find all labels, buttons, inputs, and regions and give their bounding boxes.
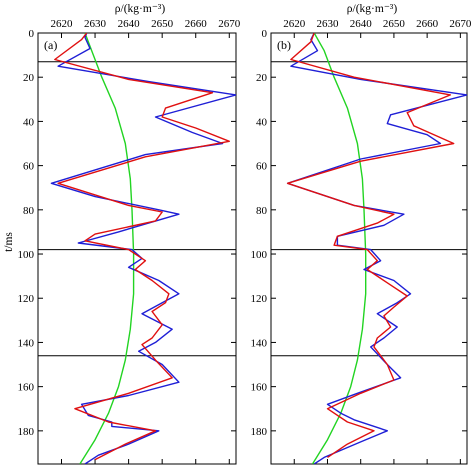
y-tick-label: 40 [256, 116, 268, 128]
panel-b: 2620 2630 2640 2650 2660 2670 0 20 40 60 80 100 120 1… [251, 18, 472, 465]
x-tick-label: 2650 [383, 18, 406, 30]
y-tick-label: 120 [18, 293, 35, 305]
x-tick-label: 2630 [316, 18, 339, 30]
x-tick-label: 2660 [185, 18, 208, 30]
plot-frame [270, 32, 468, 465]
blue-series-line [50, 33, 236, 464]
x-tick-label: 2670 [449, 18, 472, 30]
green-series-line [79, 33, 135, 464]
y-tick-label: 100 [251, 249, 268, 261]
y-tick-label: 120 [251, 293, 268, 305]
y-tick-label: 100 [18, 249, 35, 261]
red-series-line [54, 33, 230, 461]
x-tick-label: 2630 [84, 18, 107, 30]
y-tick-label: 140 [18, 337, 35, 349]
x-tick-label: 2620 [283, 18, 306, 30]
y-tick-label: 180 [18, 426, 35, 438]
y-tick-label: 80 [256, 205, 268, 217]
panel-label: (a) [44, 38, 57, 52]
x-axis-title-a: ρ/(kg·m⁻³) [115, 3, 166, 15]
y-tick-label: 0 [262, 28, 268, 40]
x-tick-label: 2660 [416, 18, 439, 30]
y-tick-label: 40 [23, 116, 35, 128]
blue-series-line [286, 33, 467, 464]
y-tick-label: 140 [251, 337, 268, 349]
panel-a: 2620 2630 2640 2650 2660 2670 0 20 40 60 80 100 120 1… [18, 18, 241, 465]
x-tick-label: 2670 [218, 18, 241, 30]
x-axis-title-b: ρ/(kg·m⁻³) [347, 3, 398, 15]
y-tick-label: 80 [23, 205, 35, 217]
y-axis-title: t/ms [3, 232, 15, 252]
y-tick-label: 180 [251, 426, 268, 438]
red-series-line [286, 33, 455, 458]
y-tick-label: 20 [256, 72, 268, 84]
y-tick-label: 60 [23, 161, 35, 173]
plot-frame [37, 32, 237, 465]
panel-label: (b) [277, 38, 291, 52]
y-tick-label: 20 [23, 72, 35, 84]
x-tick-label: 2640 [118, 18, 141, 30]
x-tick-label: 2650 [151, 18, 174, 30]
x-tick-label: 2620 [50, 18, 73, 30]
y-tick-label: 160 [251, 382, 268, 394]
y-tick-label: 160 [18, 382, 35, 394]
y-tick-label: 60 [256, 161, 268, 173]
x-tick-label: 2640 [350, 18, 373, 30]
green-series-line [311, 33, 367, 464]
y-tick-label: 0 [29, 28, 35, 40]
